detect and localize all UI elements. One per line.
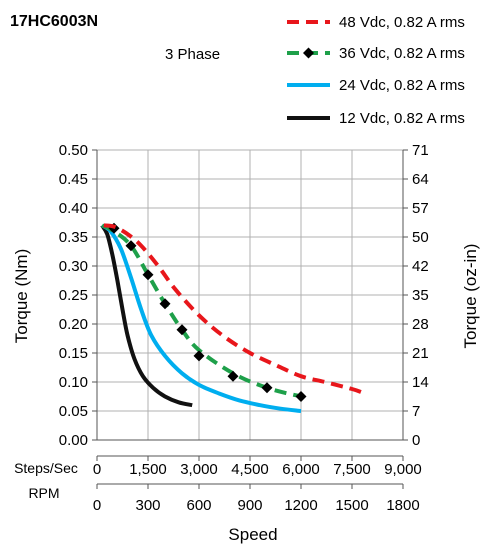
y-tick-label: 0.20: [59, 316, 88, 333]
rpm-tick-label: 1800: [386, 497, 419, 514]
y-tick-label: 0.35: [59, 229, 88, 246]
y2-tick-label: 50: [412, 229, 429, 246]
y2-axis-label: Torque (oz-in): [461, 244, 480, 349]
steps-tick-label: 0: [93, 461, 101, 478]
series-line-1: [101, 223, 302, 399]
y-tick-label: 0.10: [59, 374, 88, 391]
rpm-tick-label: 1500: [335, 497, 368, 514]
steps-tick-label: 6,000: [282, 461, 320, 478]
rpm-tick-label: 600: [186, 497, 211, 514]
y2-tick-label: 21: [412, 345, 429, 362]
legend-label-0: 48 Vdc, 0.82 A rms: [339, 14, 465, 31]
y-tick-label: 0.05: [59, 403, 88, 420]
y2-tick-label: 28: [412, 316, 429, 333]
steps-tick-label: 3,000: [180, 461, 218, 478]
series-layer: [100, 222, 363, 413]
series-line-0: [103, 223, 363, 395]
y2-tick-label: 57: [412, 200, 429, 217]
y-tick-label: 0.00: [59, 432, 88, 449]
steps-tick-label: 9,000: [384, 461, 422, 478]
steps-tick-label: 1,500: [129, 461, 167, 478]
y2-tick-label: 0: [412, 432, 420, 449]
y-tick-label: 0.30: [59, 258, 88, 275]
steps-tick-label: 7,500: [333, 461, 371, 478]
series-marker-1: [125, 240, 137, 252]
legend-label-1: 36 Vdc, 0.82 A rms: [339, 45, 465, 62]
y2-tick-label: 14: [412, 374, 429, 391]
y-tick-label: 0.25: [59, 287, 88, 304]
series-line-2: [100, 223, 302, 413]
series-marker-1: [176, 324, 188, 336]
y-tick-label: 0.50: [59, 142, 88, 159]
steps-axis-unit-label: Steps/Sec: [14, 460, 78, 476]
series-line-3: [100, 224, 193, 408]
y2-tick-label: 42: [412, 258, 429, 275]
series-marker-1: [142, 269, 154, 281]
series-marker-1: [193, 350, 205, 362]
rpm-tick-label: 1200: [284, 497, 317, 514]
rpm-axis-unit-label: RPM: [28, 485, 59, 501]
y2-tick-label: 35: [412, 287, 429, 304]
series-marker-1: [227, 370, 239, 382]
rpm-tick-label: 300: [135, 497, 160, 514]
x-axis-label: Speed: [228, 525, 277, 544]
y2-tick-label: 64: [412, 171, 429, 188]
y-tick-label: 0.45: [59, 171, 88, 188]
legend-label-2: 24 Vdc, 0.82 A rms: [339, 77, 465, 94]
legend-label-3: 12 Vdc, 0.82 A rms: [339, 110, 465, 127]
chart-title: 17HC6003N: [10, 13, 98, 30]
axes: 0.00 0 0.05 7 0.10 14 0.15 21 0.20 28 0.25 35 0.30 42…: [59, 142, 429, 514]
series-marker-1: [295, 391, 307, 402]
chart-subtitle: 3 Phase: [165, 46, 220, 63]
y-tick-label: 0.15: [59, 345, 88, 362]
y2-tick-label: 7: [412, 403, 420, 420]
y-tick-label: 0.40: [59, 200, 88, 217]
y-axis-label: Torque (Nm): [12, 249, 31, 343]
grid: [97, 149, 403, 440]
steps-tick-label: 4,500: [231, 461, 269, 478]
y2-tick-label: 71: [412, 142, 429, 159]
rpm-tick-label: 0: [93, 497, 101, 514]
legend-marker-1: [303, 47, 314, 59]
series-marker-1: [159, 298, 171, 310]
legend: 48 Vdc, 0.82 A rms 36 Vdc, 0.82 A rms 24 V…: [287, 14, 465, 127]
rpm-tick-label: 900: [237, 497, 262, 514]
series-marker-1: [261, 382, 273, 394]
